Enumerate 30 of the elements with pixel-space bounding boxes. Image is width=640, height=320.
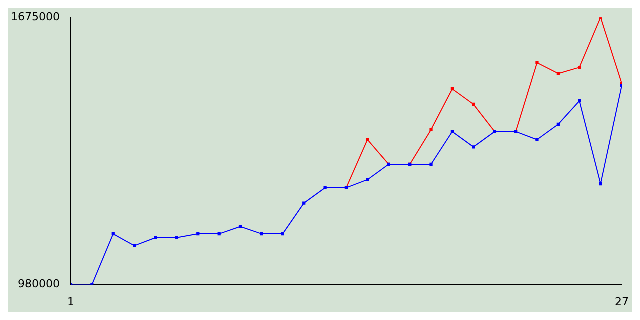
point [175, 236, 179, 240]
point [133, 244, 136, 248]
point [430, 128, 433, 132]
point [430, 162, 433, 166]
point [578, 66, 582, 70]
y-tick-label: 980000 [18, 278, 60, 291]
point [472, 102, 476, 106]
point [302, 202, 306, 205]
point [472, 146, 476, 149]
point [556, 122, 560, 126]
point [450, 88, 454, 91]
point [599, 182, 602, 186]
point [450, 130, 454, 134]
point [196, 232, 200, 236]
point [281, 232, 284, 236]
point [536, 61, 539, 65]
x-tick-label: 1 [67, 295, 74, 308]
point [536, 138, 539, 142]
point [154, 236, 158, 240]
point [218, 232, 221, 236]
y-tick-label: 1675000 [10, 10, 60, 24]
point [556, 72, 560, 76]
point [260, 232, 264, 236]
point [366, 138, 370, 142]
point [366, 178, 370, 182]
x-tick-label: 27 [615, 295, 629, 308]
point [238, 225, 242, 228]
point [578, 99, 582, 103]
point [112, 232, 115, 236]
point [324, 186, 327, 190]
